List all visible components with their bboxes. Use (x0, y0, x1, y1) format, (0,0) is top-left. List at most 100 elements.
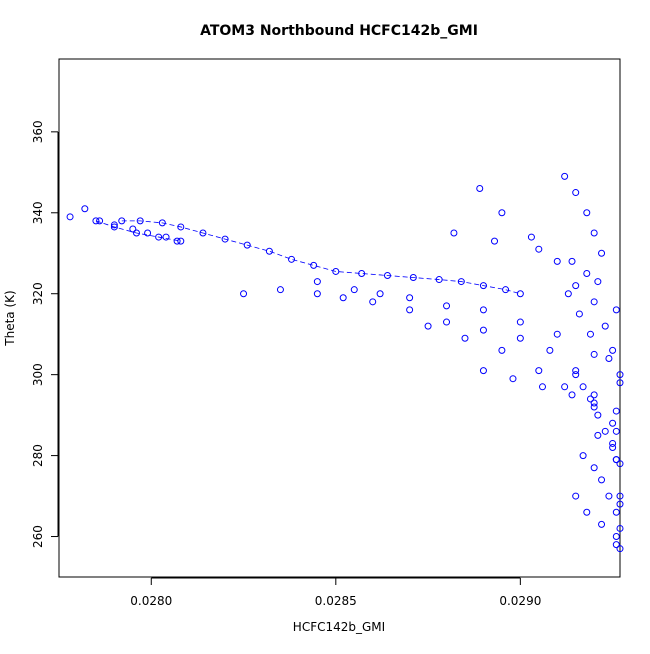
data-point (310, 261, 318, 269)
data-point (509, 375, 517, 383)
data-point (616, 545, 624, 553)
data-point (491, 237, 499, 245)
data-point (288, 255, 296, 263)
data-point (177, 223, 185, 231)
data-point (199, 229, 207, 237)
data-point (616, 379, 624, 387)
y-tick-label: 340 (31, 201, 45, 224)
data-point (616, 524, 624, 532)
data-point (572, 371, 580, 379)
data-point (535, 245, 543, 253)
data-point (406, 294, 414, 302)
data-point (590, 229, 598, 237)
data-point (424, 322, 432, 330)
data-point (590, 403, 598, 411)
data-point (144, 229, 152, 237)
y-axis: 260 280 300 320 340 360 (31, 120, 59, 548)
data-point (502, 286, 510, 294)
data-point (586, 330, 594, 338)
chart-title: ATOM3 Northbound HCFC142b_GMI (200, 23, 478, 39)
data-point (583, 269, 591, 277)
data-point (616, 500, 624, 508)
data-point (572, 189, 580, 197)
data-point (516, 290, 524, 298)
data-point (616, 460, 624, 468)
data-point (450, 229, 458, 237)
data-point (572, 367, 580, 375)
data-point (612, 456, 620, 464)
data-point (81, 205, 89, 213)
data-point (350, 286, 358, 294)
data-point (479, 326, 487, 334)
data-point (594, 278, 602, 286)
data-point (598, 476, 606, 484)
data-point (605, 492, 613, 500)
data-point (590, 399, 598, 407)
data-point (443, 302, 451, 310)
data-point (546, 346, 554, 354)
data-point (590, 298, 598, 306)
data-point (110, 221, 118, 229)
data-point (561, 383, 569, 391)
data-point (590, 350, 598, 358)
data-point (313, 290, 321, 298)
data-point (118, 217, 126, 225)
y-tick-label: 360 (31, 120, 45, 143)
data-point (409, 274, 417, 282)
data-point (136, 217, 144, 225)
data-point (276, 286, 284, 294)
y-tick-label: 320 (31, 282, 45, 305)
data-point (598, 520, 606, 528)
data-series (118, 217, 524, 298)
data-point (516, 334, 524, 342)
data-point (579, 383, 587, 391)
data-point (358, 269, 366, 277)
data-point (598, 249, 606, 257)
data-point (129, 225, 137, 233)
data-point (568, 391, 576, 399)
data-point (553, 330, 561, 338)
data-point (443, 318, 451, 326)
data-point (616, 371, 624, 379)
data-point (568, 257, 576, 265)
data-point (572, 282, 580, 290)
data-point (616, 492, 624, 500)
data-point (479, 306, 487, 314)
data-point (586, 395, 594, 403)
data-point (561, 172, 569, 180)
data-point (406, 306, 414, 314)
data-point (435, 276, 443, 284)
data-point (575, 310, 583, 318)
data-point (339, 294, 347, 302)
x-tick-label: 0.0290 (499, 594, 541, 608)
data-point (609, 346, 617, 354)
series-line (121, 220, 521, 295)
data-point (609, 444, 617, 451)
data-point (158, 219, 166, 227)
data-point (110, 223, 118, 231)
data-point (133, 229, 141, 237)
x-tick-label: 0.0285 (315, 594, 357, 608)
plot-frame (58, 58, 621, 578)
data-point (612, 541, 620, 549)
series-line (95, 220, 181, 242)
data-point (612, 533, 620, 541)
data-point (516, 318, 524, 326)
data-point (594, 411, 602, 419)
data-series (92, 217, 185, 245)
data-point (609, 439, 617, 447)
data-point (612, 407, 620, 415)
data-layer (66, 172, 624, 553)
data-point (313, 278, 321, 286)
data-point (265, 247, 273, 255)
data-point (240, 290, 248, 298)
data-series (66, 172, 624, 553)
data-point (579, 452, 587, 460)
data-point (612, 427, 620, 435)
data-point (583, 209, 591, 217)
data-point (527, 233, 535, 241)
data-point (66, 213, 74, 221)
data-point (221, 235, 229, 243)
